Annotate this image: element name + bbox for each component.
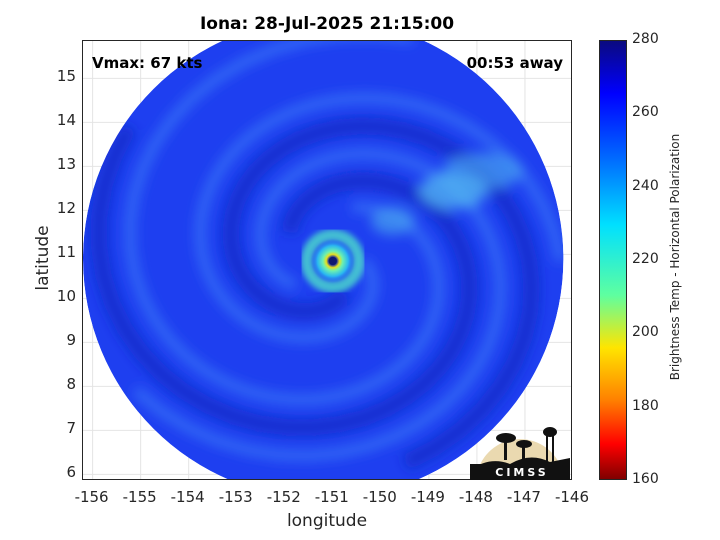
colorbar-tick-label: 220 [632,251,659,267]
microwave-imagery [83,41,571,479]
colorbar-label: Brightness Temp - Horizontal Polarizatio… [668,133,682,381]
rain-band [125,41,444,405]
colorbar-tick-label: 280 [632,31,659,47]
y-tick-label: 12 [56,199,76,218]
rain-band [195,92,564,343]
rain-bands [90,41,564,471]
y-tick-label: 15 [56,67,76,86]
time-away-label: 00:53 away [466,54,563,72]
x-axis-label: longitude [286,511,368,531]
y-tick-label: 9 [66,331,76,350]
y-tick-label: 8 [66,375,76,394]
eyewall-ring [300,229,365,293]
map-title: Iona: 28-Jul-2025 21:15:00 [199,14,455,34]
eye-center [328,257,337,265]
colorbar-tick-label: 180 [632,397,659,414]
x-tick-label: -154 [170,488,205,506]
y-tick-label: 6 [66,463,76,482]
y-tick-label: 7 [66,419,76,438]
y-axis-label: latitude [33,225,53,291]
cimss-logo [470,427,570,480]
x-tick-label: -152 [266,488,301,506]
y-tick-label: 10 [56,287,76,306]
convective-cell [370,207,415,235]
x-tick-label: -147 [506,488,541,506]
y-tick-label: 11 [56,243,76,262]
colorbar [599,40,627,480]
x-tick-label: -149 [410,488,445,506]
y-tick-label: 14 [56,111,76,130]
convective-cell [442,153,523,189]
rain-band [90,124,478,436]
x-tick-label: -150 [362,488,397,506]
colorbar-tick-label: 240 [632,177,659,194]
colorbar-tick-label: 200 [632,324,659,341]
x-tick-label: -156 [74,488,109,506]
x-tick-label: -153 [218,488,253,506]
colorbar-tick-label: 160 [632,471,659,487]
x-tick-label: -151 [314,488,349,506]
colorbar-tick-label: 260 [632,104,659,121]
map-plot-area: Vmax: 67 kts 00:53 away [82,40,572,480]
x-tick-label: -146 [554,488,590,506]
vmax-label: Vmax: 67 kts [92,54,203,72]
cimss-logo-text: CIMSS [495,466,549,479]
y-tick-label: 13 [56,155,76,174]
x-tick-label: -155 [122,488,157,506]
rain-band [222,117,540,471]
x-tick-label: -148 [458,488,493,506]
